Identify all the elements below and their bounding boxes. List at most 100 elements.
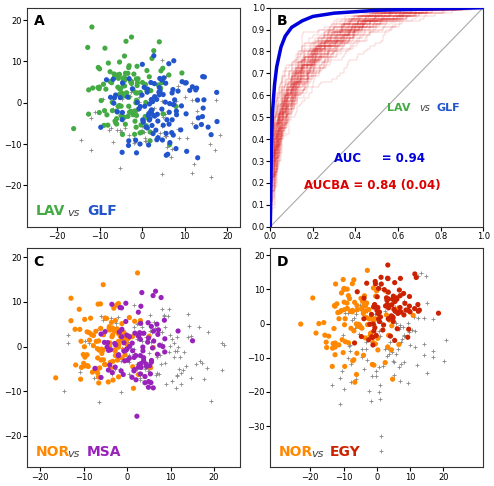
Point — [362, 338, 370, 346]
Point — [138, 338, 146, 346]
Point — [348, 316, 356, 324]
Point — [125, 313, 133, 321]
Point — [370, 327, 378, 335]
Point — [162, 132, 169, 139]
Point — [103, 76, 111, 84]
Point — [145, 365, 153, 373]
Point — [133, 364, 141, 371]
Point — [372, 287, 380, 295]
Point — [420, 351, 428, 359]
Point — [127, 78, 135, 86]
Point — [369, 372, 376, 380]
Point — [136, 376, 144, 384]
Point — [337, 289, 345, 297]
Point — [113, 319, 121, 327]
Point — [399, 335, 407, 343]
Point — [153, 110, 161, 118]
Point — [107, 346, 115, 354]
Point — [359, 297, 367, 305]
Point — [138, 122, 146, 130]
Point — [358, 333, 366, 341]
Point — [125, 108, 133, 116]
Point — [146, 100, 154, 108]
Point — [147, 96, 155, 104]
Point — [130, 367, 138, 375]
Point — [118, 128, 126, 136]
Point — [178, 69, 186, 77]
Point — [83, 328, 91, 336]
Point — [100, 331, 108, 339]
Point — [151, 112, 159, 120]
Point — [149, 98, 157, 105]
Point — [344, 292, 352, 299]
Point — [173, 347, 181, 355]
Point — [97, 312, 105, 320]
Point — [375, 308, 383, 316]
Point — [349, 307, 357, 314]
Point — [400, 311, 408, 319]
Point — [356, 322, 364, 330]
Point — [162, 98, 169, 106]
Point — [156, 87, 164, 95]
Point — [175, 135, 183, 142]
Point — [152, 287, 160, 295]
Point — [147, 108, 155, 116]
Point — [194, 96, 202, 104]
Point — [149, 130, 157, 138]
Point — [329, 363, 336, 370]
Point — [115, 337, 123, 345]
Point — [168, 145, 176, 153]
Point — [110, 99, 118, 107]
Point — [136, 352, 144, 360]
Point — [136, 129, 144, 137]
Point — [153, 369, 161, 377]
Point — [125, 354, 133, 362]
Point — [370, 303, 377, 311]
Point — [360, 365, 368, 373]
Point — [353, 302, 361, 310]
Point — [121, 74, 128, 82]
Point — [177, 369, 185, 377]
Point — [97, 330, 105, 338]
Point — [127, 110, 135, 118]
Point — [80, 360, 87, 367]
Point — [168, 377, 176, 384]
Point — [130, 353, 138, 361]
Point — [100, 95, 108, 103]
Point — [188, 83, 196, 91]
Point — [144, 319, 152, 327]
Point — [170, 353, 178, 361]
Point — [118, 95, 126, 103]
Point — [105, 323, 113, 330]
Point — [146, 128, 154, 136]
Point — [129, 236, 137, 243]
Point — [146, 362, 154, 369]
Point — [158, 105, 166, 113]
Point — [90, 374, 98, 382]
Text: EGY: EGY — [330, 445, 361, 458]
Point — [374, 304, 382, 312]
Point — [370, 311, 378, 318]
Point — [145, 349, 153, 357]
Point — [358, 324, 366, 332]
Point — [415, 306, 423, 314]
Point — [330, 325, 338, 332]
Point — [125, 370, 133, 378]
Point — [103, 343, 111, 351]
Point — [360, 296, 368, 304]
Point — [383, 296, 391, 304]
Point — [118, 326, 125, 334]
Point — [429, 347, 437, 355]
Point — [77, 375, 84, 383]
Point — [81, 362, 89, 370]
Point — [165, 108, 173, 116]
Point — [351, 379, 359, 386]
Point — [395, 341, 403, 348]
Point — [339, 348, 347, 356]
Point — [158, 77, 166, 85]
Point — [331, 339, 339, 347]
Point — [331, 302, 339, 310]
Point — [162, 79, 169, 87]
Point — [163, 151, 170, 159]
Point — [359, 295, 367, 303]
